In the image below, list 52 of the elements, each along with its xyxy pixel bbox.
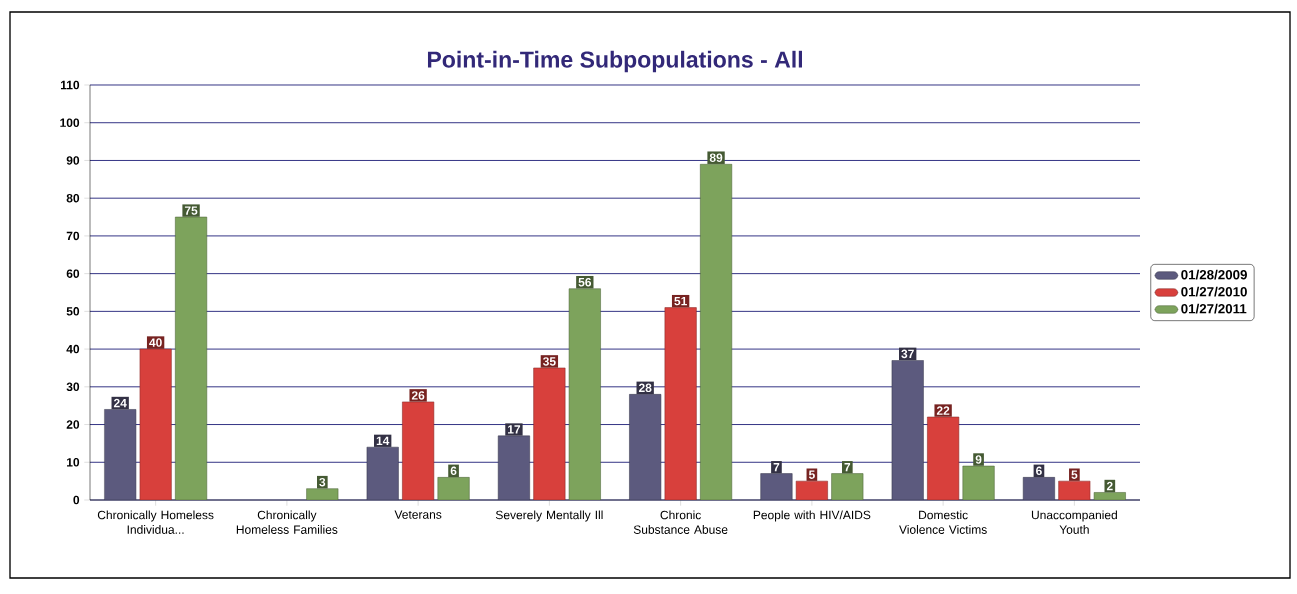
data-label: 56 (578, 277, 592, 287)
x-tick-label: Domestic Violence Victims (899, 510, 987, 534)
x-tick-label: Chronic Substance Abuse (633, 510, 728, 534)
data-label: 5 (1071, 470, 1078, 479)
data-label: 17 (508, 425, 521, 434)
x-tick-label: Chronically Homeless Individua... (97, 510, 214, 534)
y-tick-label: 70 (66, 231, 80, 241)
bar (497, 435, 530, 500)
data-label: 75 (184, 206, 198, 215)
y-tick-label: 110 (61, 80, 80, 90)
y-tick-label: 50 (66, 307, 80, 316)
bar (891, 360, 924, 500)
legend-label: 01/27/2011 (1181, 303, 1247, 314)
data-label: 28 (638, 383, 652, 393)
data-label: 2 (1106, 481, 1113, 491)
data-label: 6 (1036, 466, 1042, 476)
y-tick-label: 90 (66, 156, 80, 165)
legend-label: 01/28/2009 (1181, 269, 1247, 280)
x-tick-label: Unaccompanied Youth (1031, 510, 1117, 534)
y-tick-label: 10 (67, 458, 80, 467)
y-tick-label: 30 (66, 382, 80, 392)
bar (104, 409, 137, 500)
x-tick-label: Chronically Homeless Families (236, 510, 338, 534)
data-label: 3 (319, 477, 326, 487)
data-label: 51 (674, 296, 687, 306)
data-label: 35 (542, 357, 556, 366)
data-label: 22 (936, 406, 950, 415)
data-label: 14 (376, 436, 390, 445)
y-tick-label: 20 (66, 420, 80, 429)
y-tick-label: 80 (66, 193, 80, 203)
chart-title: Point-in-Time Subpopulations - All (427, 50, 802, 73)
bar (629, 394, 662, 500)
data-label: 5 (808, 470, 815, 479)
legend-label: 01/27/2010 (1181, 286, 1247, 297)
data-label: 24 (113, 398, 127, 408)
data-label: 7 (773, 463, 780, 472)
data-label: 40 (149, 338, 162, 347)
bar (760, 473, 793, 500)
y-tick-label: 0 (73, 495, 80, 505)
y-tick-label: 40 (66, 344, 80, 354)
data-label: 6 (450, 466, 457, 476)
x-tick-label: People with HIV/AIDS (753, 510, 871, 522)
data-label: 7 (844, 463, 851, 472)
data-label: 89 (709, 153, 723, 162)
x-tick-label: Veterans (394, 510, 442, 519)
bar (366, 446, 399, 500)
y-tick-label: 60 (66, 269, 80, 278)
y-tick-label: 100 (60, 118, 80, 127)
data-label: 37 (901, 349, 914, 359)
data-label: 26 (411, 391, 425, 400)
data-label: 9 (975, 455, 982, 464)
x-tick-label: Severely Mentally Ill (495, 510, 603, 522)
